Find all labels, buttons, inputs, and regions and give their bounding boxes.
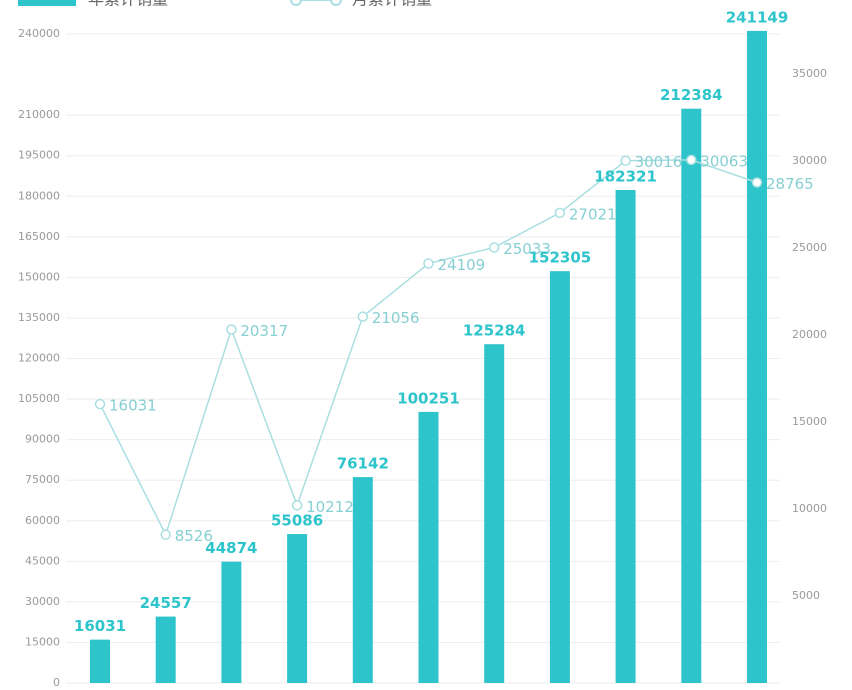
line-value-label: 25033	[503, 240, 551, 258]
line-value-label: 21056	[372, 309, 420, 327]
y2-tick-label: 35000	[792, 67, 827, 80]
y-tick-label: 60000	[25, 514, 60, 527]
y2-tick-label: 20000	[792, 328, 827, 341]
line-point	[94, 398, 106, 410]
bar	[155, 616, 176, 683]
y2-tick-label: 30000	[792, 154, 827, 167]
legend-label: 月累计销量	[352, 0, 432, 9]
bar-value-label: 100251	[397, 389, 460, 407]
line-value-label: 10212	[306, 498, 354, 516]
y-tick-label: 0	[53, 676, 60, 689]
bar-value-label: 125284	[463, 322, 526, 340]
line-value-label: 27021	[569, 205, 617, 223]
line-value-label: 30016	[635, 153, 683, 171]
line-value-label: 16031	[109, 397, 157, 415]
bar	[352, 477, 373, 683]
line-point	[357, 311, 369, 322]
legend-label: 年累计销量	[88, 0, 168, 9]
bar-value-label: 76142	[337, 455, 389, 473]
y-tick-label: 240000	[18, 27, 60, 40]
y-tick-label: 45000	[25, 554, 60, 567]
bar	[484, 344, 505, 683]
y-tick-label: 165000	[18, 230, 60, 243]
bar	[418, 411, 439, 683]
line-point	[751, 177, 763, 188]
legend-line-marker	[290, 0, 302, 6]
line-value-label: 28765	[766, 175, 814, 193]
bar-value-label: 55086	[271, 512, 323, 530]
line-value-label: 24109	[438, 256, 486, 274]
line-value-label: 30063	[700, 152, 748, 170]
bar	[681, 108, 702, 683]
bar	[90, 639, 110, 683]
bar	[747, 30, 767, 684]
y-tick-label: 15000	[25, 635, 60, 648]
y2-tick-label: 5000	[792, 589, 820, 602]
y-tick-label: 30000	[25, 595, 60, 608]
bar	[221, 561, 242, 683]
bar-value-label: 152305	[529, 249, 592, 267]
bar-value-label: 212384	[660, 86, 723, 104]
y-tick-label: 120000	[18, 352, 60, 365]
y-tick-label: 135000	[18, 311, 60, 324]
bar-value-label: 16031	[74, 617, 126, 635]
line-value-label: 8526	[175, 527, 213, 545]
bar-value-label: 182321	[594, 167, 657, 185]
line-point	[226, 324, 237, 335]
line-point	[160, 529, 171, 540]
line-point	[686, 154, 697, 166]
legend-bar-swatch	[18, 0, 76, 6]
line-value-label: 20317	[240, 322, 288, 340]
line-point	[423, 258, 434, 269]
y2-tick-label: 15000	[792, 415, 827, 428]
y2-tick-label: 25000	[792, 241, 827, 254]
bar-value-label: 24557	[140, 594, 192, 612]
bar	[549, 271, 570, 683]
y-tick-label: 90000	[25, 433, 60, 446]
y-tick-label: 195000	[18, 149, 60, 162]
line-point	[291, 500, 303, 511]
bar-value-label: 241149	[726, 8, 789, 26]
bar-value-label: 44874	[205, 539, 257, 557]
y2-tick-label: 10000	[792, 502, 827, 515]
bar	[287, 534, 308, 683]
y-tick-label: 180000	[18, 189, 60, 202]
y-tick-label: 105000	[18, 392, 60, 405]
legend-line-marker	[330, 0, 342, 6]
y-tick-label: 210000	[18, 108, 60, 121]
line-point	[554, 207, 566, 219]
y-tick-label: 75000	[25, 473, 60, 486]
y-tick-label: 150000	[18, 270, 60, 283]
line-point	[488, 242, 500, 253]
line-point	[620, 155, 631, 166]
bar	[615, 189, 636, 683]
